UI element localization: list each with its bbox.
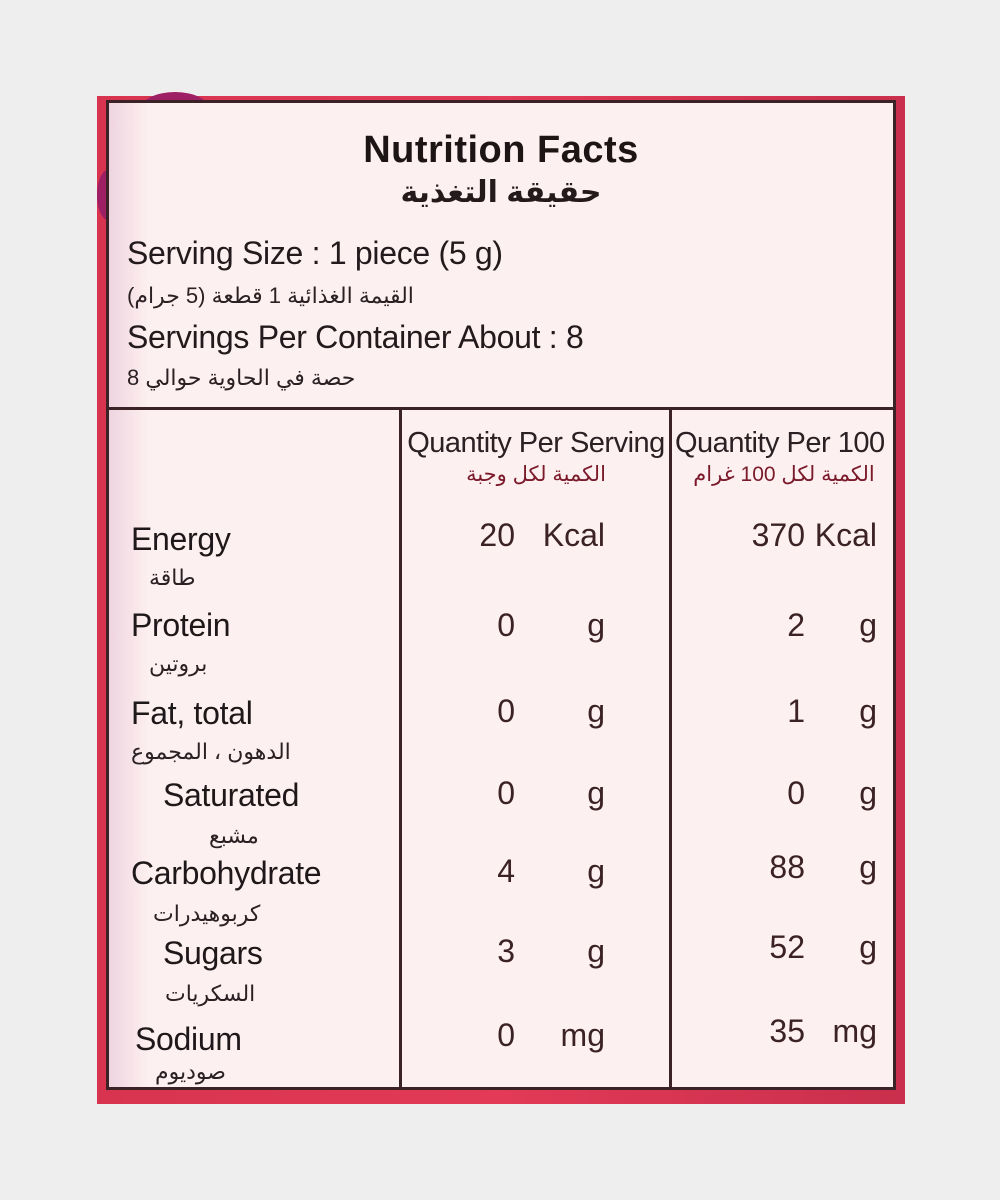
column-divider <box>399 407 402 1087</box>
per-serving-unit: g <box>587 607 605 643</box>
nutrition-label: Nutrition Facts حقيقة التغذية Serving Si… <box>106 100 896 1090</box>
per-100g-unit: Kcal <box>814 517 877 553</box>
nutrient-name-arabic: السكريات <box>165 981 256 1006</box>
nutrient-name: Fat, total <box>131 695 253 731</box>
per-100g-value: 0 <box>787 775 805 811</box>
servings-per-container: Servings Per Container About : 8 <box>127 319 584 355</box>
per-serving-unit: Kcal <box>542 517 605 553</box>
per-serving-value: 0 <box>497 693 515 729</box>
per-100g-unit: mg <box>832 1013 877 1049</box>
per-100g-value: 2 <box>787 607 805 643</box>
nutrient-name: Carbohydrate <box>131 855 322 891</box>
nutrient-name: Protein <box>131 607 231 643</box>
per-serving-value: 20 <box>479 517 515 553</box>
nutrient-name: Sugars <box>163 935 263 971</box>
nutrient-name: Saturated <box>163 777 300 813</box>
per-100g-unit: g <box>859 775 877 811</box>
nutrient-name-arabic: الدهون ، المجموع <box>131 739 291 764</box>
per-serving-unit: mg <box>560 1017 605 1053</box>
per-serving-unit: g <box>587 775 605 811</box>
servings-per-container-arabic: حصة في الحاوية حوالي 8 <box>127 365 356 390</box>
per-serving-unit: g <box>587 853 605 889</box>
nutrient-name-arabic: بروتين <box>149 651 208 676</box>
per-100g-unit: g <box>859 607 877 643</box>
per-serving-value: 4 <box>497 853 515 889</box>
column-header-label: Quantity Per 100 g <box>675 427 896 459</box>
per-100g-value: 52 <box>769 929 805 965</box>
per-100g-value: 1 <box>787 693 805 729</box>
column-header-label-arabic: الكمية لكل 100 غرام <box>693 463 875 486</box>
per-serving-value: 0 <box>497 775 515 811</box>
nutrient-name-arabic: كربوهيدرات <box>153 901 261 926</box>
nutrient-name: Energy <box>131 521 231 557</box>
per-serving-value: 0 <box>497 1017 515 1053</box>
label-title: Nutrition Facts <box>363 129 639 171</box>
nutrient-name-arabic: صوديوم <box>155 1059 226 1084</box>
serving-size: Serving Size : 1 piece (5 g) <box>127 235 503 271</box>
label-title-arabic: حقيقة التغذية <box>400 176 602 209</box>
per-serving-unit: g <box>587 933 605 969</box>
per-100g-value: 370 <box>751 517 805 553</box>
label-header: Nutrition Facts حقيقة التغذية Serving Si… <box>109 103 893 410</box>
nutrient-name-arabic: طاقة <box>149 565 196 590</box>
nutrient-name: Sodium <box>135 1021 242 1057</box>
per-100g-unit: g <box>859 849 877 885</box>
nutrient-name-arabic: مشبع <box>209 823 259 848</box>
column-header-per-serving: Quantity Per Serving الكمية لكل وجبة <box>405 427 667 487</box>
per-serving-value: 3 <box>497 933 515 969</box>
serving-size-arabic: القيمة الغذائية 1 قطعة (5 جرام) <box>127 283 414 308</box>
column-header-per-100g: Quantity Per 100 g الكمية لكل 100 غرام <box>675 427 893 487</box>
column-divider <box>669 407 672 1087</box>
per-100g-value: 88 <box>769 849 805 885</box>
per-100g-value: 35 <box>769 1013 805 1049</box>
column-header-label-arabic: الكمية لكل وجبة <box>466 463 606 486</box>
per-100g-unit: g <box>859 693 877 729</box>
per-serving-unit: g <box>587 693 605 729</box>
per-100g-unit: g <box>859 929 877 965</box>
column-header-label: Quantity Per Serving <box>407 427 665 459</box>
per-serving-value: 0 <box>497 607 515 643</box>
